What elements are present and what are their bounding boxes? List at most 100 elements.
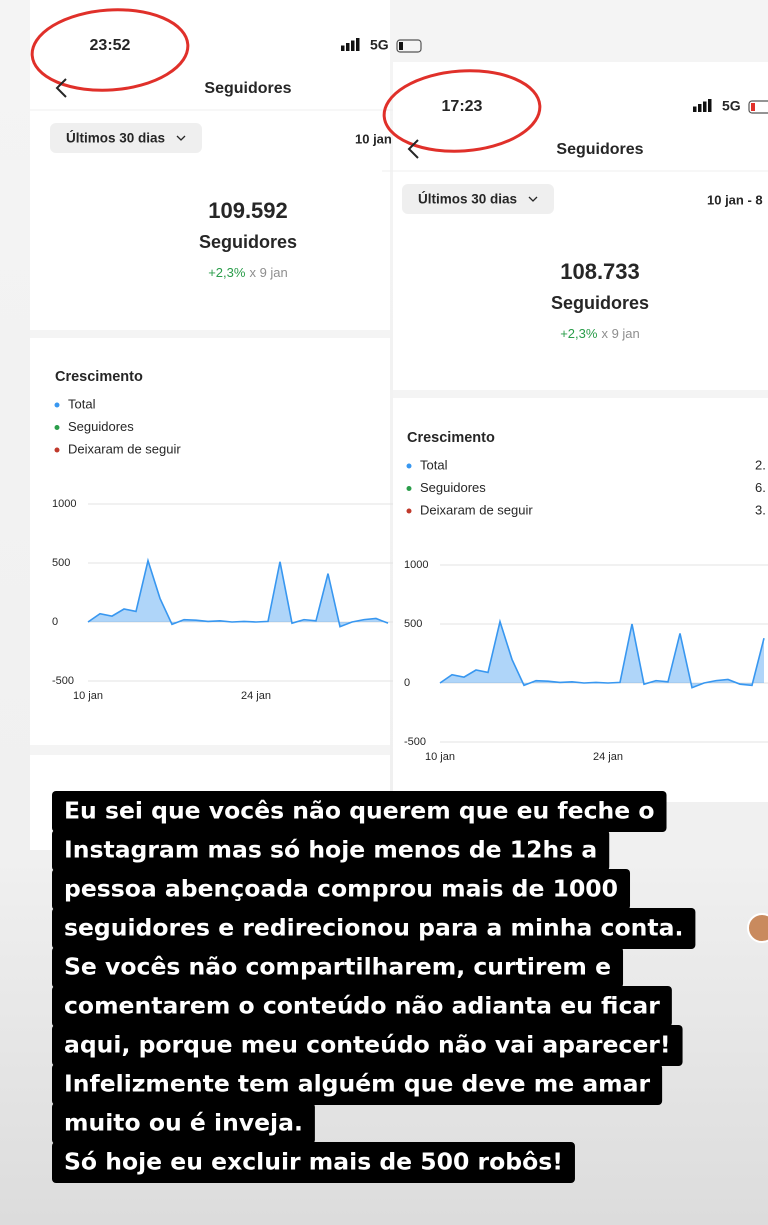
- caption-highlight: [52, 869, 631, 910]
- signal-bar: [698, 104, 702, 112]
- signal-bar: [356, 38, 360, 51]
- screen-right: 17:23 5G Seguidores Últimos 30 dias 10 jan -…: [382, 69, 768, 763]
- section-title: Crescimento: [407, 430, 495, 446]
- signal-bar: [341, 45, 345, 51]
- divider: [393, 390, 768, 398]
- back-arrow: [55, 78, 67, 98]
- caption-highlight: [52, 947, 624, 988]
- legend-value: 6.: [755, 480, 766, 495]
- caption-line: Só hoje eu excluir mais de 500 robôs!: [64, 1148, 563, 1176]
- caption-highlight: [52, 1025, 683, 1066]
- caption-line: Infelizmente tem alguém que deve me amar: [64, 1070, 651, 1098]
- area: [88, 560, 388, 627]
- caption-line: Eu sei que vocês não querem que eu feche…: [64, 797, 655, 825]
- red-circle: [382, 69, 542, 153]
- page-title: Seguidores: [556, 141, 643, 158]
- change-value: +2,3%: [560, 326, 598, 341]
- legend-dot: [406, 508, 412, 514]
- change-note: x 9 jan: [601, 326, 639, 341]
- y-tick-label: 500: [404, 618, 422, 630]
- x-tick-label: 10 jan: [425, 751, 455, 763]
- battery-level: [399, 42, 403, 50]
- y-tick-label: 500: [52, 557, 70, 569]
- x-tick-label: 24 jan: [241, 690, 271, 702]
- chevron: [176, 135, 186, 141]
- caption-line: aqui, porque meu conteúdo não vai aparec…: [64, 1031, 671, 1059]
- caption: Eu sei que vocês não querem que eu feche…: [52, 791, 696, 1183]
- caption-highlight: [52, 1142, 575, 1183]
- chevron: [528, 196, 538, 202]
- date-range: 10 jan - 8: [707, 192, 763, 207]
- count-label: Seguidores: [551, 293, 649, 313]
- battery: [396, 39, 422, 53]
- caption-highlight: [52, 908, 696, 949]
- caption-highlight: [52, 830, 610, 871]
- signal-bar: [708, 99, 712, 112]
- change-value: +2,3%: [208, 265, 246, 280]
- legend-dot: [54, 402, 60, 408]
- caption-line: pessoa abençoada comprou mais de 1000: [64, 875, 618, 903]
- caption-line: Se vocês não compartilharem, curtirem e: [64, 953, 611, 981]
- caption-line: Instagram mas só hoje menos de 12hs a: [64, 836, 597, 864]
- legend-dot: [54, 447, 60, 453]
- line: [439, 618, 765, 689]
- battery: [748, 100, 768, 114]
- legend-value: 3.: [755, 502, 766, 517]
- count-label: Seguidores: [199, 232, 297, 252]
- date-range: 10 jan: [355, 131, 392, 146]
- divider: [30, 330, 390, 338]
- legend-dot: [406, 463, 412, 469]
- change: +2,3% x 9 jan: [560, 326, 640, 341]
- legend-label: Deixaram de seguir: [420, 502, 533, 517]
- caption-highlight: [52, 986, 672, 1027]
- area: [440, 621, 764, 688]
- caption-line: seguidores e redirecionou para a minha c…: [64, 914, 683, 942]
- filter-pill[interactable]: [50, 123, 202, 153]
- caption-highlight: [52, 1103, 315, 1144]
- page-title: Seguidores: [204, 80, 291, 97]
- back-arrow: [407, 139, 419, 159]
- legend-label: Seguidores: [68, 419, 134, 434]
- network: 5G: [722, 98, 741, 114]
- status-time: 23:52: [90, 37, 131, 54]
- section-title: Crescimento: [55, 369, 143, 385]
- signal-bar: [703, 101, 707, 112]
- signal-bar: [351, 40, 355, 51]
- network: 5G: [370, 37, 389, 53]
- line: [87, 557, 389, 628]
- red-circle: [30, 8, 190, 92]
- status-time: 17:23: [442, 98, 483, 115]
- change: +2,3% x 9 jan: [208, 265, 288, 280]
- legend-label: Seguidores: [420, 480, 486, 495]
- legend-dot: [406, 486, 412, 491]
- y-tick-label: -500: [404, 736, 426, 748]
- legend-label: Total: [68, 396, 96, 411]
- signal-bar: [693, 106, 697, 112]
- y-tick-label: -500: [52, 675, 74, 687]
- x-tick-label: 10 jan: [73, 690, 103, 702]
- signal-bar: [346, 43, 350, 51]
- x-tick-label: 24 jan: [593, 751, 623, 763]
- divider: [30, 745, 390, 755]
- follower-count: 108.733: [560, 259, 640, 284]
- y-tick-label: 0: [52, 616, 58, 628]
- filter-label: Últimos 30 dias: [418, 192, 517, 207]
- caption-highlight: [52, 1064, 663, 1105]
- change-note: x 9 jan: [249, 265, 287, 280]
- legend-dot: [54, 425, 60, 430]
- caption-highlight: [52, 791, 667, 832]
- caption-line: muito ou é inveja.: [64, 1109, 303, 1137]
- avatar: [747, 913, 768, 943]
- legend-value: 2.: [755, 457, 766, 472]
- screen-left: 23:52 5G Seguidores Últimos 30 dias 10 jan 10…: [30, 8, 422, 702]
- legend-label: Deixaram de seguir: [68, 441, 181, 456]
- y-tick-label: 0: [404, 677, 410, 689]
- battery-level: [751, 103, 755, 111]
- follower-count: 109.592: [208, 198, 288, 223]
- filter-pill[interactable]: [402, 184, 554, 214]
- y-tick-label: 1000: [52, 498, 76, 510]
- filter-label: Últimos 30 dias: [66, 131, 165, 146]
- caption-line: comentarem o conteúdo não adianta eu fic…: [64, 992, 660, 1020]
- y-tick-label: 1000: [404, 559, 428, 571]
